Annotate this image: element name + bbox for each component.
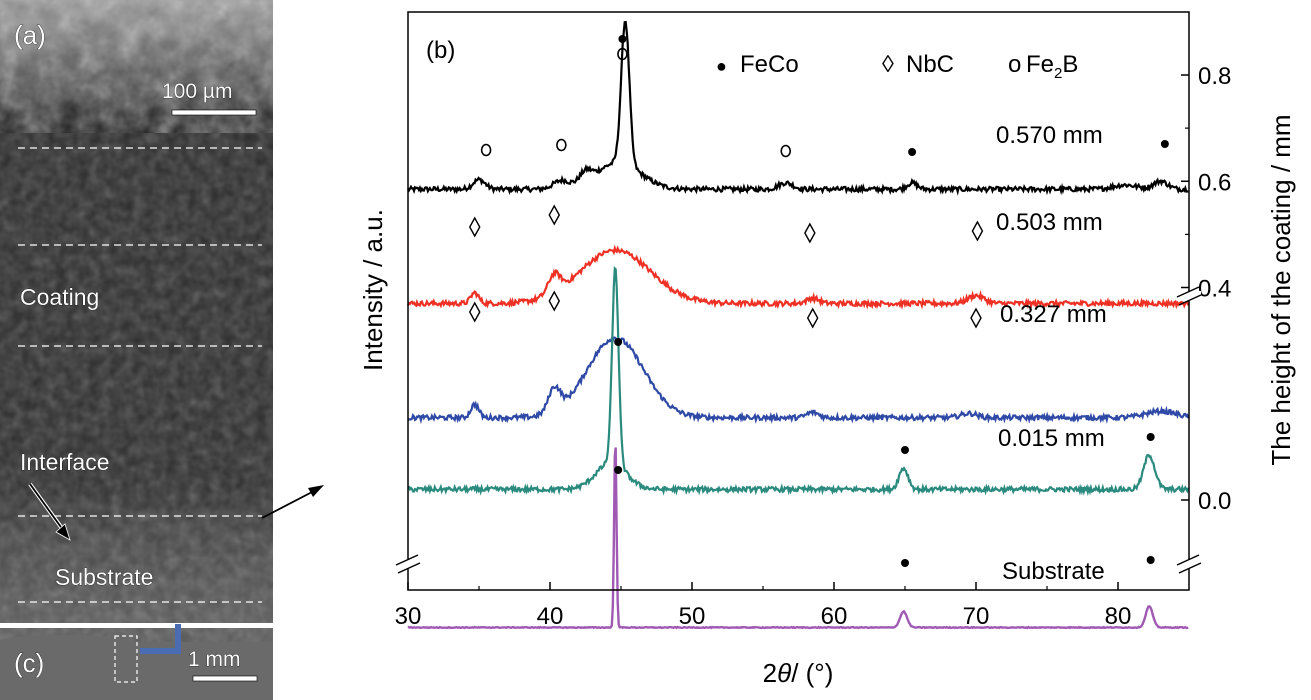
x-tick-label: 30 [395,603,422,630]
series-line [406,244,1190,310]
fe2b-marker [556,138,567,152]
x-axis-title-prefix: 2 [763,658,777,688]
x-tick-label: 50 [679,603,706,630]
feco-marker [901,446,909,454]
series-label-0015: 0.015 mm [998,425,1105,452]
series-line [407,447,1189,630]
legend-fe2b-symbol: o [1008,51,1021,78]
markers-layer [468,35,1169,567]
panel-b-label: (b) [426,37,455,64]
legend-fe2b-fe: Fe [1026,51,1054,78]
legend-feco-label: FeCo [740,51,799,78]
feco-marker [1146,433,1155,441]
legend-fe2b-label: Fe2B [1026,51,1078,82]
scale-bar-1mm-label: 1 mm [188,648,241,671]
x-axis-title-suffix: / (°) [791,658,833,688]
y-axis-title: Intensity / a.u. [358,209,388,371]
x-tick-label: 80 [1105,603,1132,630]
legend-fe2b-sub: 2 [1054,65,1062,82]
link-arrow [261,490,315,519]
series-line [407,335,1190,425]
nbc-marker [971,220,984,242]
nbc-marker [468,216,481,238]
nbc-marker [970,307,982,329]
legend-nbc-symbol: ◊ [882,51,894,78]
panel-a-label: (a) [14,20,46,50]
scale-bar-100um [171,109,257,116]
coating-label: Coating [20,284,99,310]
feco-marker [1160,140,1169,148]
legend-nbc-label: NbC [906,51,954,78]
series-label-0327: 0.327 mm [1000,301,1107,328]
y2-tick-label: 0.8 [1198,63,1231,90]
interface-arrow-line [29,483,64,531]
feco-marker [614,466,623,474]
axis-break [1176,554,1202,574]
feco-marker [614,338,623,346]
y2-tick-label: 0.6 [1198,169,1231,196]
y2-axis: 0.0 0.4 0.6 0.8 [395,63,1231,574]
interface-label: Interface [20,449,110,475]
link-arrow-head [308,485,324,497]
panel-c-cross-section [0,634,273,700]
x-axis-title-theta: θ [777,658,791,688]
substrate-label: Substrate [55,564,153,590]
y2-axis-title: The height of the coating / mm [1266,114,1296,465]
x-tick-label: 70 [963,603,990,630]
series-label-substrate: Substrate [1002,558,1105,585]
fe2b-marker [617,47,628,61]
nbc-marker [548,204,561,226]
panel-c-selection-box [114,635,138,683]
panel-c-connector [140,624,181,654]
y2-tick-label: 0.4 [1198,276,1231,303]
axis-break [1176,286,1202,306]
nbc-marker [548,290,561,312]
nbc-marker [804,222,816,244]
series-line [407,266,1190,497]
scale-bar-1mm [192,675,258,682]
feco-marker [1146,556,1155,564]
fe2b-marker [780,144,792,158]
feco-marker [908,148,917,156]
x-tick-label: 40 [537,603,564,630]
series-layer [406,20,1190,630]
y2-tick-label: 0.0 [1198,488,1231,515]
legend-fe2b-tail: B [1062,51,1078,78]
nbc-marker [806,307,819,329]
nbc-marker [468,301,481,323]
micrograph-panel-a: (a) 100 µm Coating Interface Substrate [0,0,273,623]
fe2b-marker [480,143,492,157]
panel-c-label: (c) [14,648,44,678]
micrograph-coating-texture [0,133,273,623]
legend: ● FeCo ◊ NbC o Fe2B [716,51,1078,82]
scale-bar-100um-label: 100 µm [162,80,232,103]
interface-arrow-head [55,523,71,541]
micrograph-panel-c: (c) 1 mm [0,624,273,700]
series-line [407,20,1189,196]
series-label-0503: 0.503 mm [996,209,1103,236]
x-axis-title: 2θ/ (°) [763,658,834,688]
feco-marker [901,559,909,567]
x-axis: 30 40 50 60 70 80 [395,582,1132,630]
feco-marker [618,35,627,43]
xrd-chart: 30 40 50 60 70 80 0.0 0.4 0.6 0.8 (b) ● FeCo ◊ N… [358,11,1296,688]
series-label-0570: 0.570 mm [996,122,1103,149]
legend-feco-symbol: ● [716,56,727,76]
x-tick-label: 60 [821,603,848,630]
axis-break [395,554,421,574]
